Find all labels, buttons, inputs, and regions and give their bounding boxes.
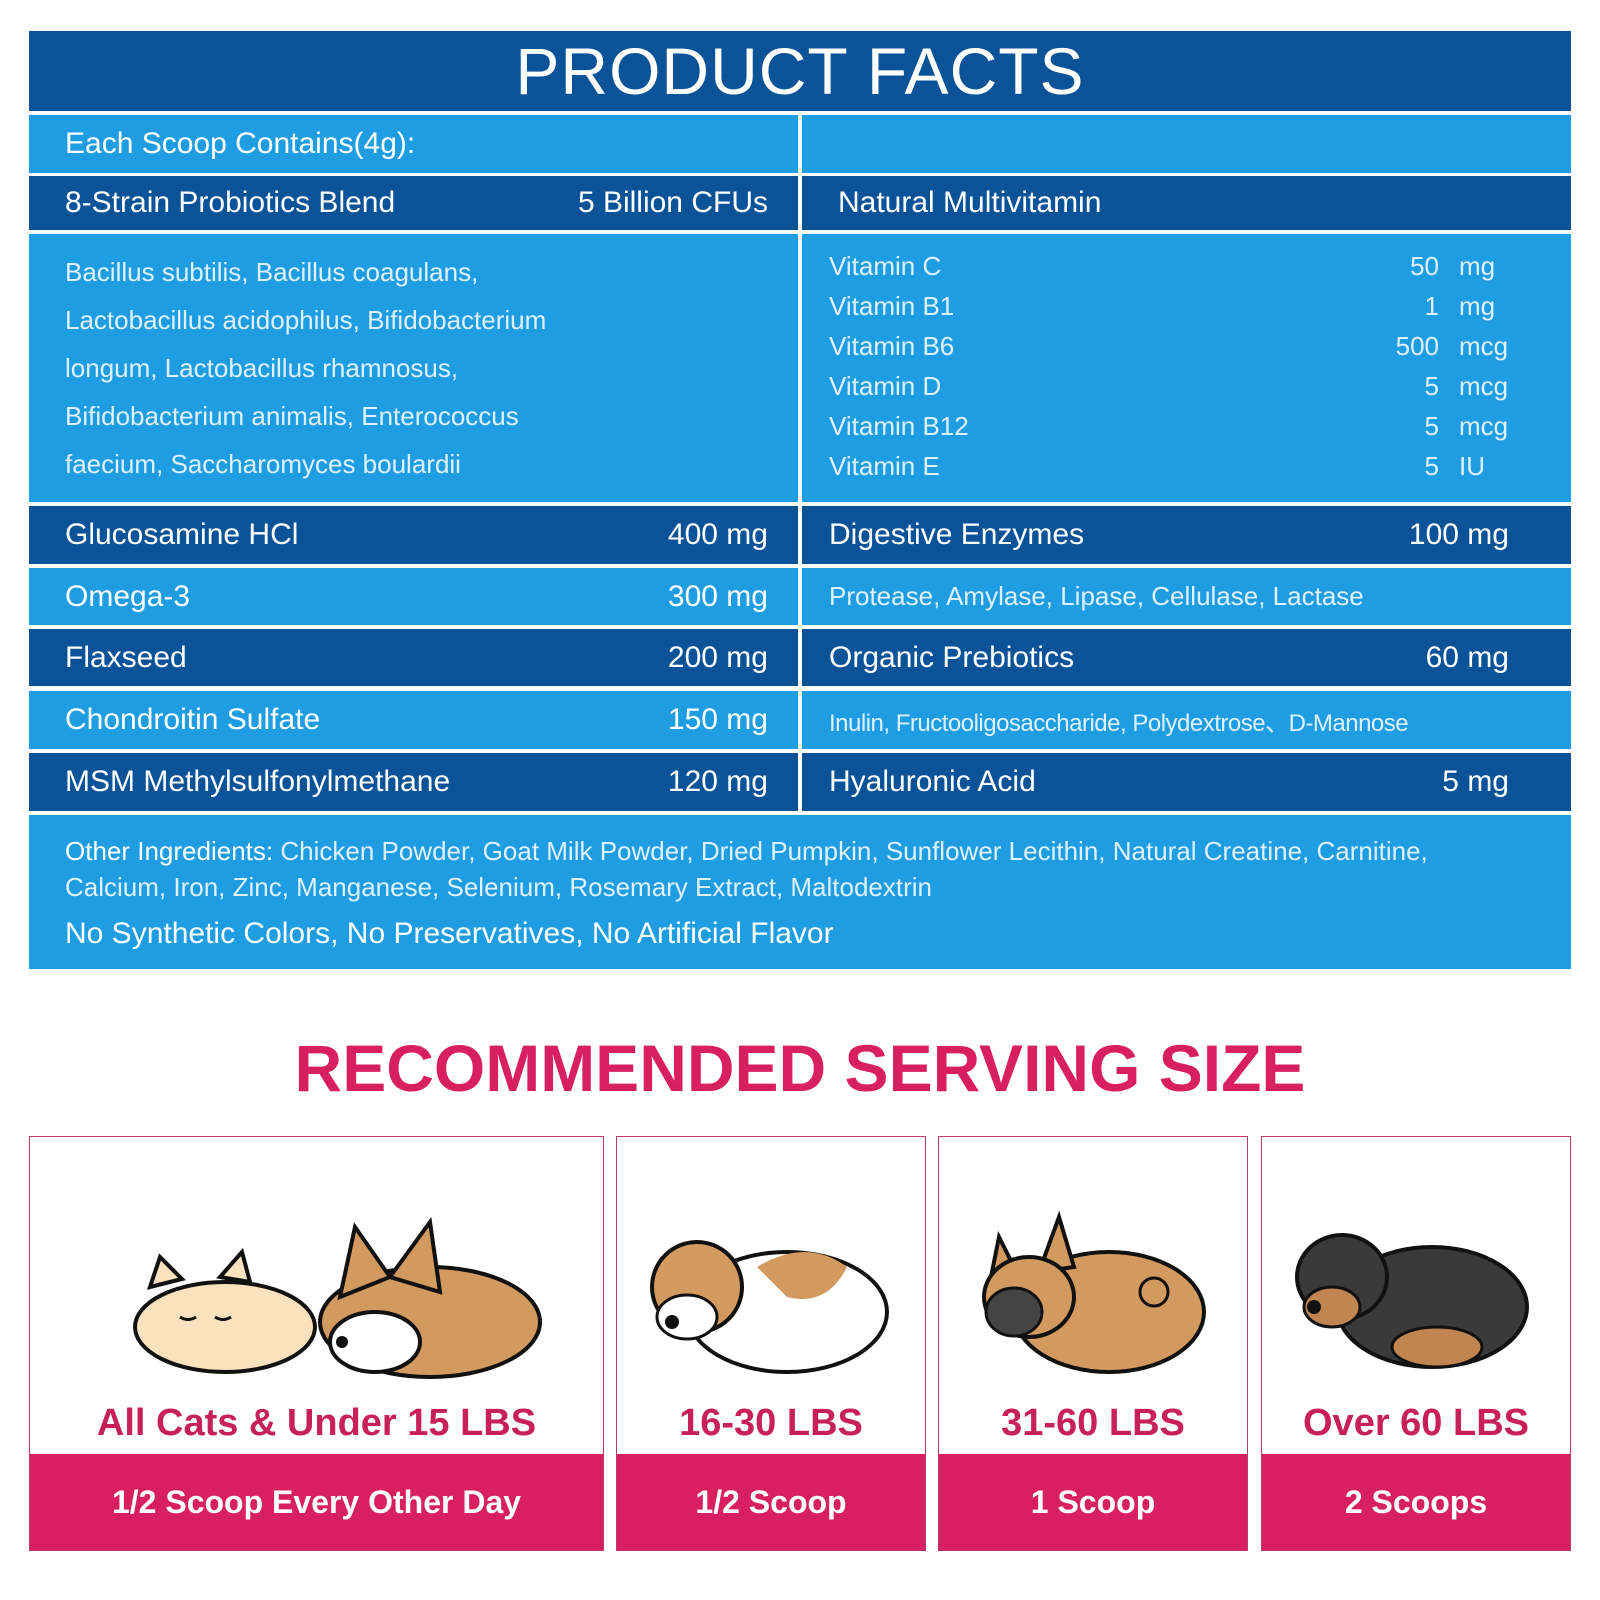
ingredient-row: Organic Prebiotics 60 mg <box>802 629 1571 686</box>
serving-size-title: RECOMMENDED SERVING SIZE <box>294 1031 1306 1105</box>
vitamin-qty: 1 <box>1424 290 1439 321</box>
vitamin-name: Vitamin B6 <box>829 330 955 361</box>
weight-range: 31-60 LBS <box>1001 1402 1185 1444</box>
ingredient-name: Digestive Enzymes <box>829 518 1085 551</box>
vitamin-name: Vitamin D <box>829 370 942 401</box>
vitamin-unit: mg <box>1459 290 1496 321</box>
multivitamin-row: Natural Multivitamin <box>802 176 1571 230</box>
ingredient-name: Glucosamine HCl <box>65 518 299 551</box>
product-facts-title: PRODUCT FACTS <box>29 31 1571 111</box>
ingredient-detail-row: Inulin, Fructooligosaccharide, Polydextr… <box>802 691 1571 749</box>
beagle-illustration <box>650 1240 889 1374</box>
strain-line: Bacillus subtilis, Bacillus coagulans, <box>65 257 479 287</box>
vitamin-row: Vitamin B6 500 mcg <box>829 326 1509 366</box>
other-ingredients-text: Other Ingredients: Chicken Powder, Goat … <box>65 833 1535 905</box>
vitamin-unit: mcg <box>1459 410 1509 441</box>
ingredient-amount: 5 mg <box>1442 765 1509 798</box>
each-scoop-row: Each Scoop Contains(4g): <box>29 115 798 173</box>
weight-range: All Cats & Under 15 LBS <box>96 1402 537 1444</box>
ingredient-detail: Protease, Amylase, Lipase, Cellulase, La… <box>829 581 1364 611</box>
vitamin-qty: 500 <box>1395 330 1439 361</box>
vitamin-unit: mcg <box>1459 370 1509 401</box>
ingredient-row: MSM Methylsulfonylmethane 120 mg <box>29 753 798 811</box>
strain-line: Bifidobacterium animalis, Enterococcus <box>65 401 519 431</box>
vitamin-row: Vitamin B12 5 mcg <box>829 406 1509 446</box>
vitamin-row: Vitamin E 5 IU <box>829 446 1509 486</box>
ingredient-name: MSM Methylsulfonylmethane <box>65 765 451 798</box>
vitamin-unit: IU <box>1459 450 1485 481</box>
ingredient-name: Hyaluronic Acid <box>829 765 1036 798</box>
probiotics-row: 8-Strain Probiotics Blend 5 Billion CFUs <box>29 176 798 230</box>
no-synthetic-note: No Synthetic Colors, No Preservatives, N… <box>65 917 834 950</box>
strain-line: Lactobacillus acidophilus, Bifidobacteri… <box>65 305 547 335</box>
ingredient-amount: 60 mg <box>1425 640 1509 674</box>
vitamin-name: Vitamin B1 <box>829 290 955 321</box>
vitamin-row: Vitamin C 50 mg <box>829 246 1509 286</box>
vitamin-name: Vitamin B12 <box>829 410 969 441</box>
each-scoop-label: Each Scoop Contains(4g): <box>65 127 416 160</box>
vitamin-qty: 5 <box>1424 410 1439 441</box>
vitamin-qty: 5 <box>1424 370 1439 401</box>
other-ingredients-list: Chicken Powder, Goat Milk Powder, Dried … <box>65 836 1428 902</box>
ingredient-amount: 100 mg <box>1408 518 1509 551</box>
serving-card: 31-60 LBS 1 Scoop <box>938 1136 1248 1551</box>
ingredient-name: Chondroitin Sulfate <box>65 703 321 736</box>
vitamin-row: Vitamin B1 1 mg <box>829 286 1509 326</box>
weight-range: 16-30 LBS <box>679 1402 863 1444</box>
ingredient-amount: 400 mg <box>667 518 768 551</box>
other-ingredients: Other Ingredients: Chicken Powder, Goat … <box>29 815 1571 969</box>
probiotics-amount: 5 Billion CFUs <box>577 186 768 219</box>
ingredient-row: Chondroitin Sulfate 150 mg <box>29 691 798 749</box>
ingredient-amount: 300 mg <box>667 579 768 613</box>
vitamin-unit: mcg <box>1459 330 1509 361</box>
ingredient-name: Flaxseed <box>65 640 187 674</box>
french-bulldog-illustration <box>982 1210 1206 1374</box>
ingredient-name: Omega-3 <box>65 579 191 613</box>
ingredient-row: Omega-3 300 mg <box>29 568 798 625</box>
ingredient-row: Glucosamine HCl 400 mg <box>29 506 798 564</box>
probiotics-name: 8-Strain Probiotics Blend <box>65 186 396 219</box>
strain-list: Bacillus subtilis, Bacillus coagulans, L… <box>65 248 762 488</box>
rottweiler-illustration <box>1295 1233 1529 1369</box>
dose-band: 2 Scoops <box>1262 1454 1570 1550</box>
strain-line: faecium, Saccharomyces boulardii <box>65 449 461 479</box>
strain-line: longum, Lactobacillus rhamnosus, <box>65 353 459 383</box>
serving-card: All Cats & Under 15 LBS 1/2 Scoop Every … <box>29 1136 604 1551</box>
ingredient-amount: 200 mg <box>667 640 768 674</box>
vitamin-unit: mg <box>1459 250 1496 281</box>
dose-band: 1/2 Scoop <box>617 1454 925 1550</box>
weight-range: Over 60 LBS <box>1303 1402 1529 1444</box>
vitamin-name: Vitamin C <box>829 250 942 281</box>
ingredient-name: Organic Prebiotics <box>829 640 1075 674</box>
ingredient-amount: 150 mg <box>667 703 768 736</box>
dose-band: 1/2 Scoop Every Other Day <box>30 1454 603 1550</box>
vitamin-row: Vitamin D 5 mcg <box>829 366 1509 406</box>
other-ingredients-label: Other Ingredients: <box>65 836 274 866</box>
multivitamin-name: Natural Multivitamin <box>838 186 1102 219</box>
ingredient-amount: 120 mg <box>667 765 768 798</box>
vitamin-list: Vitamin C 50 mg Vitamin B1 1 mg Vitamin B6 50… <box>802 234 1571 502</box>
serving-card: 16-30 LBS 1/2 Scoop <box>616 1136 926 1551</box>
vitamin-qty: 50 <box>1410 250 1439 281</box>
vitamin-qty: 5 <box>1424 450 1439 481</box>
probiotic-strains: Bacillus subtilis, Bacillus coagulans, L… <box>29 234 798 502</box>
cat-and-corgi-illustration <box>133 1216 542 1379</box>
serving-card: Over 60 LBS 2 Scoops <box>1261 1136 1571 1551</box>
empty-header-cell <box>802 115 1571 173</box>
ingredient-detail-row: Protease, Amylase, Lipase, Cellulase, La… <box>802 568 1571 625</box>
ingredient-detail: Inulin, Fructooligosaccharide, Polydextr… <box>829 709 1409 737</box>
vitamin-name: Vitamin E <box>829 450 940 481</box>
dose-band: 1 Scoop <box>939 1454 1247 1550</box>
ingredient-row: Digestive Enzymes 100 mg <box>802 506 1571 564</box>
ingredient-row: Flaxseed 200 mg <box>29 629 798 686</box>
ingredient-row: Hyaluronic Acid 5 mg <box>802 753 1571 811</box>
